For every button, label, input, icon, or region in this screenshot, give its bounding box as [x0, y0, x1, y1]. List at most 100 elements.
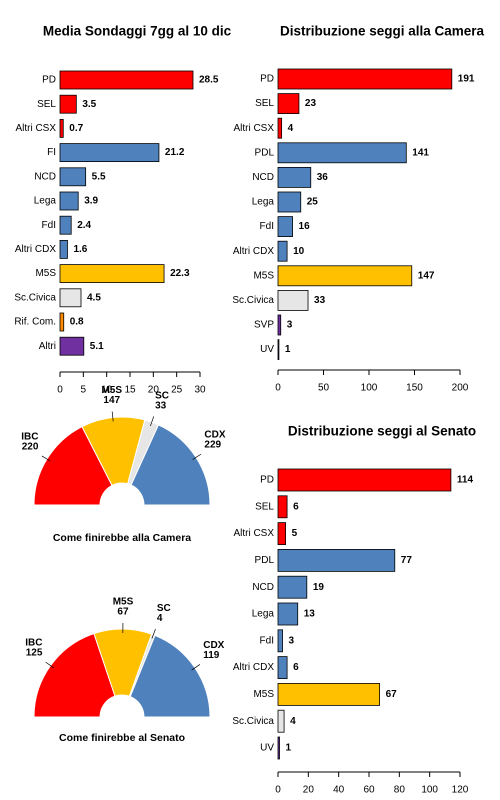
value-label: 67 [386, 689, 398, 700]
bar [277, 117, 283, 139]
x-tick-label: 150 [406, 383, 423, 394]
leader-line [150, 416, 155, 427]
value-label: 3 [287, 320, 293, 331]
x-tick-label: 20 [148, 385, 160, 396]
value-label: 23 [305, 98, 317, 109]
bar [277, 339, 280, 361]
category-label: FdI [260, 635, 274, 646]
value-label: 5 [292, 528, 298, 539]
category-label: FI [47, 147, 56, 158]
category-label: PD [260, 475, 274, 486]
category-label: Altri [39, 341, 56, 352]
bar [277, 191, 302, 213]
value-label: 4.5 [87, 292, 101, 303]
category-label: Sc.Civica [14, 292, 56, 303]
bar [277, 549, 396, 572]
bar [59, 143, 160, 163]
bar [277, 629, 283, 653]
value-label: 3.5 [82, 99, 96, 110]
bar [277, 93, 300, 114]
slice-value: 119 [203, 650, 220, 661]
value-label: 10 [293, 246, 305, 257]
chart-title: Come finirebbe alla Camera [53, 532, 191, 544]
leader-line [151, 629, 156, 639]
x-tick-label: 100 [361, 383, 378, 394]
category-label: SEL [37, 99, 56, 110]
value-label: 4 [288, 123, 294, 134]
x-tick-label: 50 [318, 383, 330, 394]
x-tick-label: 40 [333, 785, 345, 796]
leader-line [192, 453, 202, 460]
x-tick-label: 15 [124, 385, 136, 396]
x-tick-label: 5 [81, 385, 87, 396]
bar [59, 167, 87, 187]
category-label: PDL [255, 555, 275, 566]
value-label: 22.3 [170, 268, 190, 279]
value-label: 114 [457, 475, 474, 486]
category-label: PD [260, 74, 274, 85]
category-label: NCD [252, 172, 274, 183]
bar [277, 289, 309, 311]
x-tick-label: 0 [57, 385, 63, 396]
bar [59, 312, 65, 332]
bar [277, 265, 413, 287]
category-label: M5S [253, 270, 274, 281]
value-label: 0.8 [70, 317, 84, 328]
value-label: 141 [412, 147, 429, 158]
x-tick-label: 60 [363, 785, 375, 796]
slice-label: IBC [21, 431, 38, 442]
x-tick-label: 10 [101, 385, 113, 396]
category-label: NCD [34, 171, 56, 182]
slice-label: CDX [204, 430, 225, 441]
value-label: 13 [304, 609, 316, 620]
category-label: Altri CDX [233, 662, 274, 673]
category-label: UV [260, 743, 274, 754]
x-tick-label: 200 [452, 383, 469, 394]
bar [277, 68, 453, 90]
slice-label: SC [157, 603, 171, 614]
pie-slice [33, 632, 116, 718]
x-tick-label: 25 [171, 385, 183, 396]
value-label: 3 [289, 635, 295, 646]
category-label: Sc.Civica [232, 716, 274, 727]
bar [59, 264, 165, 284]
slice-value: 147 [103, 395, 120, 406]
category-label: M5S [253, 689, 274, 700]
category-label: SEL [255, 501, 274, 512]
category-label: Altri CSX [15, 123, 56, 134]
category-label: Rif. Com. [14, 317, 56, 328]
value-label: 3.9 [84, 196, 98, 207]
slice-label: M5S [113, 597, 134, 608]
value-label: 33 [314, 295, 326, 306]
value-label: 0.7 [69, 123, 83, 134]
category-label: M5S [35, 268, 56, 279]
value-label: 5.5 [92, 171, 106, 182]
x-tick-label: 80 [394, 785, 406, 796]
value-label: 36 [317, 172, 329, 183]
leader-line [41, 455, 51, 462]
category-label: Altri CSX [233, 123, 274, 134]
slice-value: 33 [155, 400, 167, 411]
category-label: PD [42, 75, 56, 86]
value-label: 28.5 [199, 75, 219, 86]
bar [277, 602, 299, 626]
bar [277, 683, 381, 706]
bar [277, 575, 308, 599]
value-label: 1 [286, 743, 292, 754]
bar [59, 70, 194, 90]
x-tick-label: 120 [452, 785, 469, 796]
value-label: 4 [290, 716, 296, 727]
bar [59, 119, 64, 138]
pie-slice [129, 634, 211, 718]
bar [277, 522, 286, 545]
bar [59, 94, 77, 114]
x-tick-label: 30 [194, 385, 206, 396]
category-label: Lega [252, 197, 275, 208]
slice-label: SC [155, 390, 169, 401]
x-tick-label: 0 [275, 785, 281, 796]
slice-label: IBC [25, 637, 42, 648]
value-label: 6 [293, 501, 299, 512]
pie-slice [33, 425, 113, 506]
